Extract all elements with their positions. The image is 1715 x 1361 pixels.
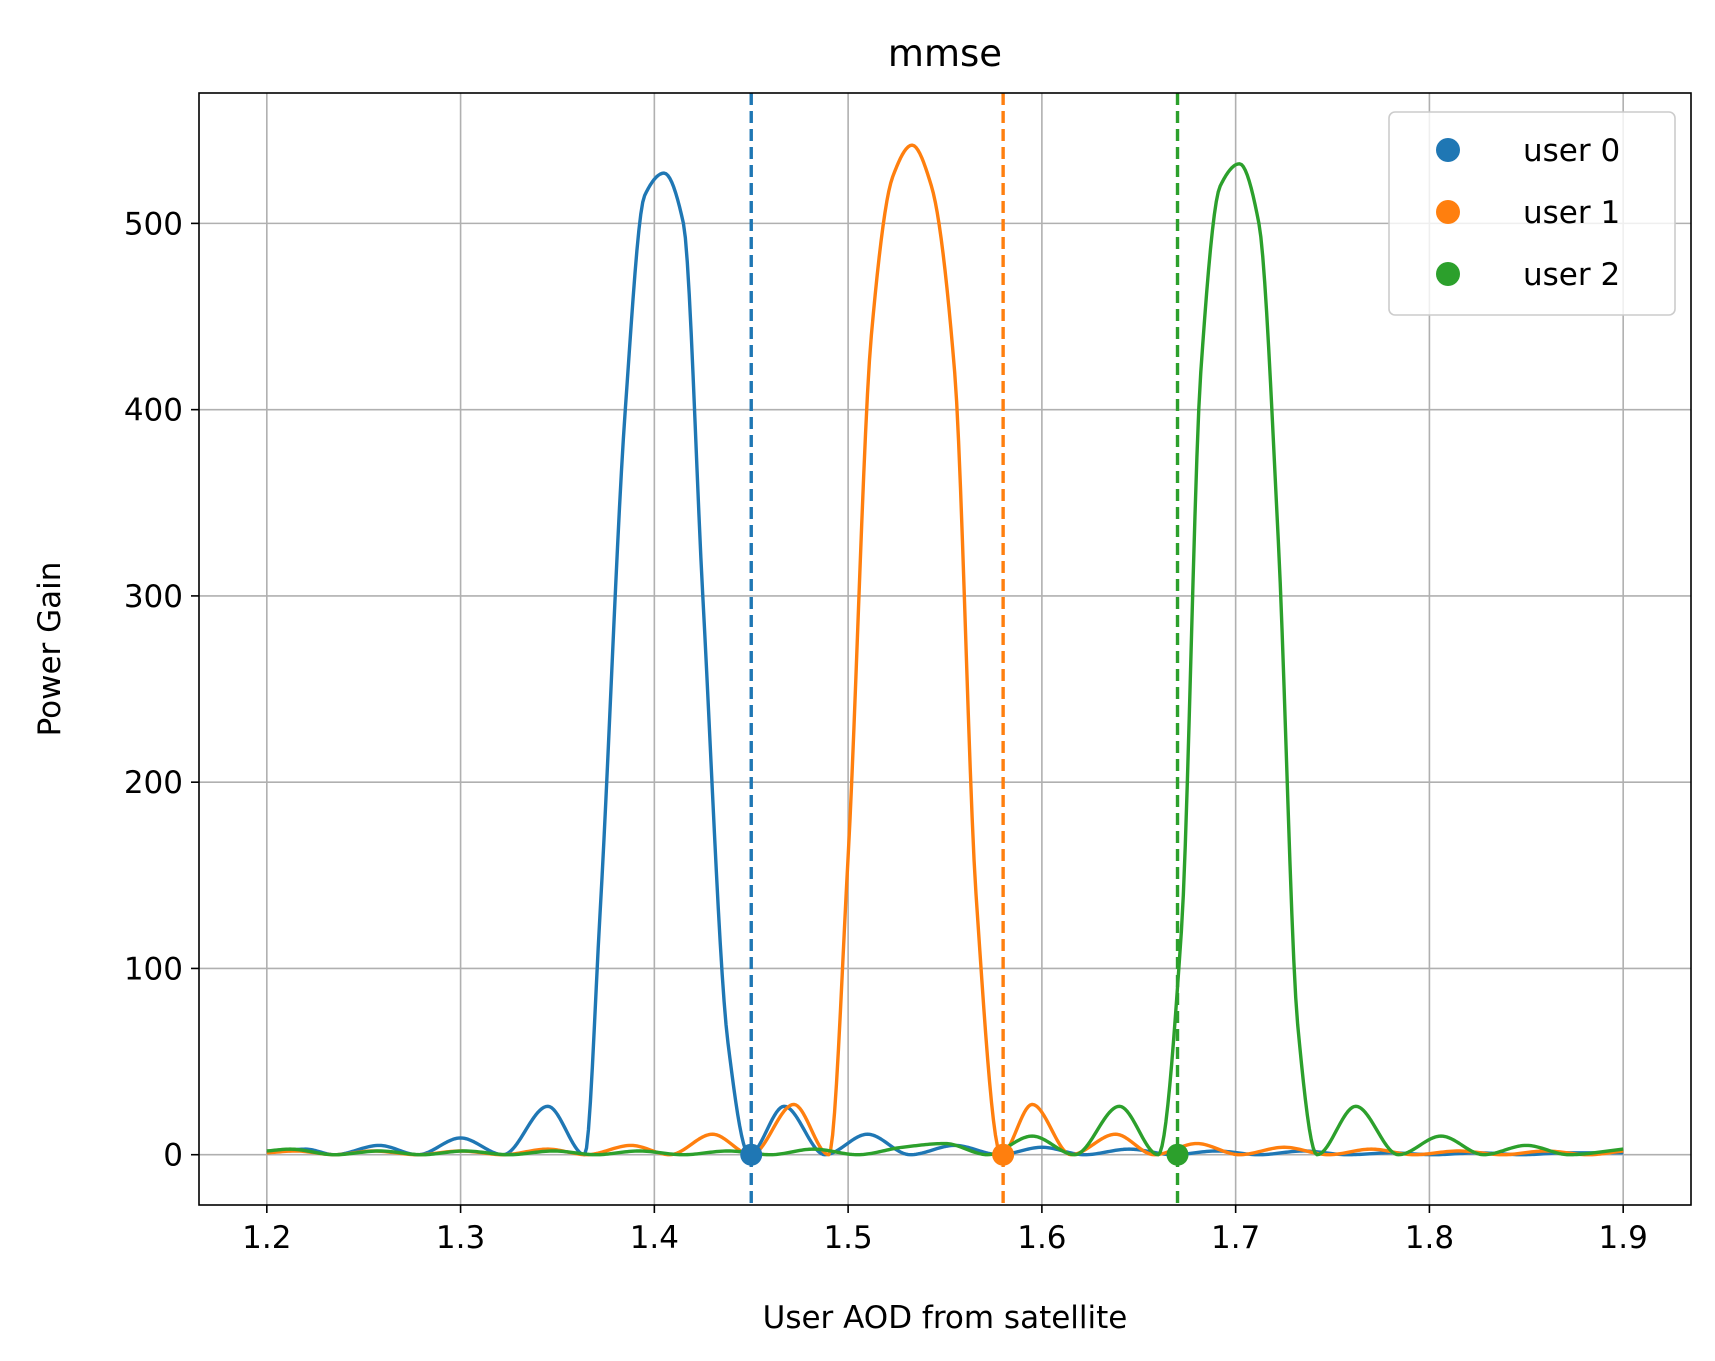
x-tick-label: 1.5: [823, 1220, 872, 1256]
x-tick-label: 1.4: [630, 1220, 679, 1256]
legend-box: [1388, 111, 1676, 316]
x-tick-label: 1.7: [1211, 1220, 1260, 1256]
user-point-1: [992, 1143, 1015, 1166]
y-tick-label: 200: [124, 765, 183, 801]
y-tick-label: 300: [124, 579, 183, 615]
user-point-0: [740, 1143, 763, 1166]
y-axis-label: Power Gain: [32, 562, 68, 737]
x-tick-label: 1.6: [1017, 1220, 1066, 1256]
x-tick-label: 1.3: [436, 1220, 485, 1256]
y-tick-label: 0: [163, 1138, 183, 1174]
legend-marker-2: [1436, 262, 1460, 286]
user-marker-layer: [740, 93, 1189, 1205]
y-tick-label: 400: [124, 393, 183, 429]
series-layer: [266, 143, 1624, 1157]
legend: user 0 user 1 user 2: [1388, 111, 1676, 316]
y-tick-label: 500: [124, 206, 183, 242]
plot-frame: [198, 92, 1692, 1206]
x-tick-label: 1.9: [1599, 1220, 1648, 1256]
legend-label-0: user 0: [1523, 133, 1620, 169]
user-point-2: [1166, 1143, 1189, 1166]
y-tick-label: 100: [124, 951, 183, 987]
ticks: 1.2 1.3 1.4 1.5 1.6 1.7 1.8 1.9 0 100 200 300 400 500: [124, 206, 1648, 1256]
chart-title: mmse: [888, 32, 1002, 75]
x-tick-label: 1.2: [242, 1220, 291, 1256]
legend-marker-0: [1436, 138, 1460, 162]
legend-label-2: user 2: [1523, 257, 1620, 293]
x-tick-label: 1.8: [1405, 1220, 1454, 1256]
legend-label-1: user 1: [1523, 195, 1620, 231]
series-line-user-2: [266, 162, 1624, 1157]
legend-marker-1: [1436, 200, 1460, 224]
x-axis-label: User AOD from satellite: [763, 1300, 1128, 1336]
